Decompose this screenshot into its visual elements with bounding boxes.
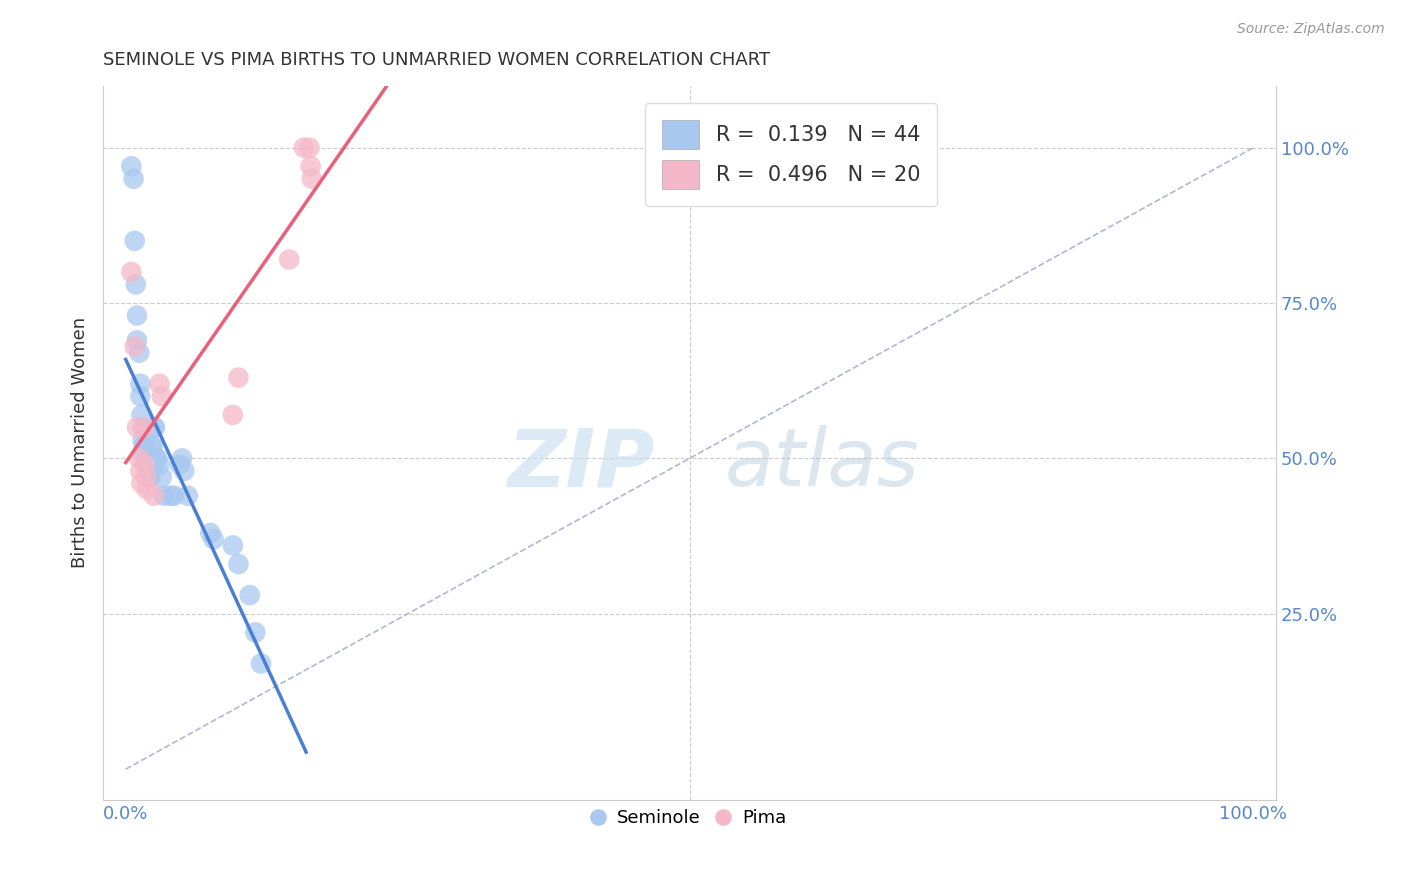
Point <box>125 334 148 348</box>
Point <box>125 309 148 323</box>
Point <box>138 464 160 478</box>
Point <box>148 376 170 391</box>
Point <box>228 370 250 384</box>
Point <box>170 451 193 466</box>
Point <box>299 159 322 173</box>
Point <box>129 464 152 478</box>
Point <box>169 458 191 472</box>
Text: ZIP: ZIP <box>508 425 654 503</box>
Point <box>153 489 176 503</box>
Point <box>134 458 156 472</box>
Point <box>141 439 163 453</box>
Point <box>245 625 267 640</box>
Point <box>132 445 155 459</box>
Point <box>159 489 181 503</box>
Point <box>124 339 146 353</box>
Point <box>202 532 225 546</box>
Point <box>200 526 222 541</box>
Point <box>139 470 162 484</box>
Point <box>124 234 146 248</box>
Point <box>128 345 150 359</box>
Point <box>278 252 301 267</box>
Point <box>136 458 159 472</box>
Point <box>132 439 155 453</box>
Point <box>150 470 173 484</box>
Point <box>131 420 153 434</box>
Point <box>250 657 273 671</box>
Point <box>131 476 153 491</box>
Point <box>128 451 150 466</box>
Point <box>163 489 186 503</box>
Point <box>129 389 152 403</box>
Point <box>132 420 155 434</box>
Point <box>222 538 245 552</box>
Point <box>239 588 262 602</box>
Point <box>135 470 157 484</box>
Point <box>120 265 142 279</box>
Point <box>146 451 169 466</box>
Point <box>136 458 159 472</box>
Legend: Seminole, Pima: Seminole, Pima <box>586 802 793 834</box>
Point <box>142 439 165 453</box>
Point <box>134 451 156 466</box>
Point <box>142 420 165 434</box>
Point <box>145 451 167 466</box>
Point <box>131 408 153 422</box>
Point <box>125 420 148 434</box>
Point <box>139 464 162 478</box>
Point <box>125 277 148 292</box>
Point <box>136 483 159 497</box>
Text: Source: ZipAtlas.com: Source: ZipAtlas.com <box>1237 22 1385 37</box>
Point <box>122 171 145 186</box>
Point <box>298 141 321 155</box>
Text: SEMINOLE VS PIMA BIRTHS TO UNMARRIED WOMEN CORRELATION CHART: SEMINOLE VS PIMA BIRTHS TO UNMARRIED WOM… <box>103 51 770 69</box>
Point <box>177 489 200 503</box>
Point <box>292 141 315 155</box>
Point <box>173 464 195 478</box>
Point <box>143 420 166 434</box>
Point <box>301 171 323 186</box>
Point <box>136 458 159 472</box>
Point <box>131 433 153 447</box>
Text: atlas: atlas <box>724 425 920 503</box>
Y-axis label: Births to Unmarried Women: Births to Unmarried Women <box>72 318 89 568</box>
Point <box>148 458 170 472</box>
Point <box>135 451 157 466</box>
Point <box>228 557 250 571</box>
Point <box>120 159 142 173</box>
Point <box>142 489 165 503</box>
Point <box>150 389 173 403</box>
Point <box>222 408 245 422</box>
Point <box>129 376 152 391</box>
